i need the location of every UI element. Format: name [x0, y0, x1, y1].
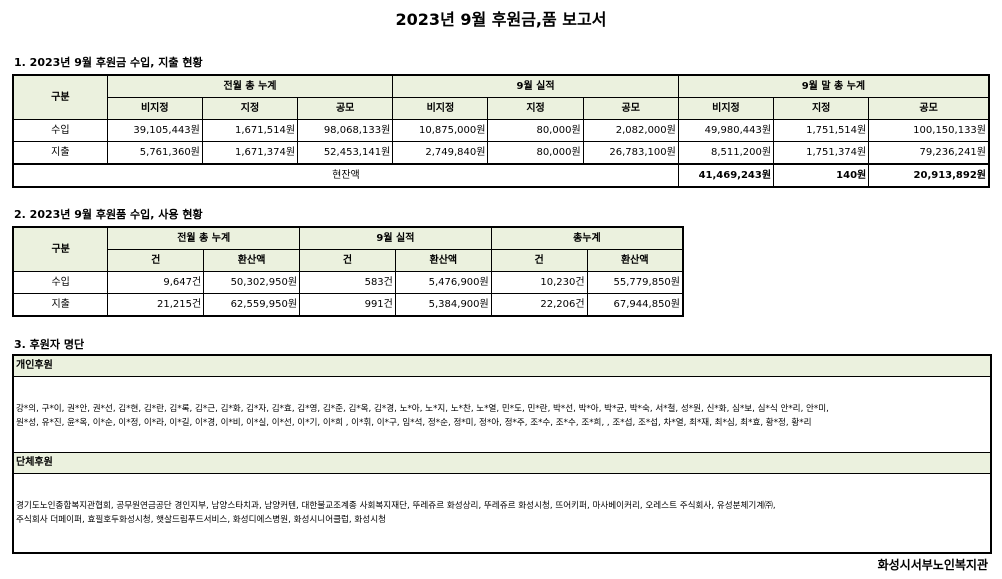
sub-header: 공모: [582, 97, 679, 120]
group-donors-header: 단체후원: [14, 452, 990, 474]
cell-value: 21,215건: [107, 293, 205, 317]
report-title: 2023년 9월 후원금,품 보고서: [395, 10, 607, 29]
cell-value: 67,944,850원: [586, 293, 684, 317]
table-row: 수입 9,647건 50,302,950원 583건 5,476,900원 10…: [12, 271, 684, 294]
cell-value: 1,751,514원: [773, 119, 870, 142]
cell-value: 10,875,000원: [392, 119, 489, 142]
sub-header: 비지정: [392, 97, 489, 120]
sub-header: 지정: [773, 97, 870, 120]
sub-header: 환산액: [394, 249, 492, 272]
balance-row: 현잔액 41,469,243원 140원 20,913,892원: [12, 163, 990, 188]
balance-value: 41,469,243원: [677, 163, 775, 188]
cell-value: 80,000원: [487, 141, 584, 165]
group-label-header: 구분: [12, 226, 109, 272]
cell-value: 8,511,200원: [677, 141, 775, 165]
table-row: 수입 39,105,443원 1,671,514원 98,068,133원 10…: [12, 119, 990, 142]
cell-value: 5,476,900원: [394, 271, 492, 294]
cell-value: 2,749,840원: [392, 141, 489, 165]
cell-value: 39,105,443원: [106, 119, 203, 142]
cell-value: 1,671,514원: [201, 119, 299, 142]
individual-donors-header: 개인후원: [14, 356, 990, 377]
sub-header: 비지정: [106, 97, 203, 120]
group-donors-line: 주식회사 더페이퍼, 효필호두화성시청, 햇살드림푸드서비스, 화성디에스병원,…: [16, 515, 387, 525]
group-header-prev-total: 전월 총 누계: [106, 74, 394, 98]
group-header-end-total: 9월 말 총 누계: [677, 74, 990, 98]
sub-header: 비지정: [677, 97, 775, 120]
cell-value: 583건: [299, 271, 396, 294]
balance-label: 현잔액: [12, 163, 679, 188]
balance-value: 20,913,892원: [868, 163, 990, 188]
row-label: 수입: [12, 119, 108, 142]
row-label: 수입: [12, 271, 109, 294]
cell-value: 991건: [299, 293, 396, 317]
group-header-total: 총누계: [490, 226, 684, 250]
sub-header: 환산액: [586, 249, 684, 272]
group-header-month: 9월 실적: [299, 226, 492, 250]
organization-name: 화성시서부노인복지관: [877, 558, 988, 572]
individual-donors-line: 원*성, 유*진, 윤*옥, 이*순, 이*정, 이*라, 이*길, 이*경, …: [16, 418, 812, 428]
table-row: 지출 21,215건 62,559,950원 991건 5,384,900원 2…: [12, 293, 684, 317]
row-label: 지출: [12, 141, 108, 165]
cell-value: 10,230건: [490, 271, 588, 294]
cell-value: 98,068,133원: [297, 119, 394, 142]
individual-donors-line: 강*의, 구*이, 권*안, 권*선, 김*현, 김*란, 김*록, 김*근, …: [16, 404, 829, 414]
group-donors-line: 경기도노인종합복지관협회, 공무원연금공단 경인지부, 남양스타치과, 남양커텐…: [16, 501, 776, 511]
row-label: 지출: [12, 293, 109, 317]
donation-money-table: 구분 전월 총 누계 9월 실적 9월 말 총 누계 비지정 지정 공모 비지정…: [12, 74, 990, 188]
cell-value: 5,384,900원: [394, 293, 492, 317]
group-label-header: 구분: [12, 74, 108, 120]
donation-goods-table: 구분 전월 총 누계 9월 실적 총누계 건 환산액 건 환산액 건 환산액 수…: [12, 226, 684, 317]
cell-value: 2,082,000원: [582, 119, 679, 142]
sub-header: 공모: [297, 97, 394, 120]
sub-header: 건: [490, 249, 588, 272]
cell-value: 52,453,141원: [297, 141, 394, 165]
group-header-prev-total: 전월 총 누계: [107, 226, 301, 250]
section2-heading: 2. 2023년 9월 후원품 수입, 사용 현황: [14, 208, 203, 221]
group-header-month: 9월 실적: [392, 74, 679, 98]
individual-donors-box: 개인후원 강*의, 구*이, 권*안, 권*선, 김*현, 김*란, 김*록, …: [12, 354, 992, 456]
section3-heading: 3. 후원자 명단: [14, 338, 85, 351]
section1-heading: 1. 2023년 9월 후원금 수입, 지출 현황: [14, 56, 203, 69]
cell-value: 55,779,850원: [586, 271, 684, 294]
cell-value: 49,980,443원: [677, 119, 775, 142]
cell-value: 62,559,950원: [203, 293, 301, 317]
table-row: 지출 5,761,360원 1,671,374원 52,453,141원 2,7…: [12, 141, 990, 165]
cell-value: 1,671,374원: [201, 141, 299, 165]
cell-value: 22,206건: [490, 293, 588, 317]
balance-value: 140원: [773, 163, 870, 188]
cell-value: 100,150,133원: [868, 119, 990, 142]
cell-value: 26,783,100원: [582, 141, 679, 165]
sub-header: 지정: [487, 97, 584, 120]
sub-header: 환산액: [203, 249, 301, 272]
sub-header: 지정: [201, 97, 299, 120]
cell-value: 9,647건: [107, 271, 205, 294]
sub-header: 건: [107, 249, 205, 272]
cell-value: 80,000원: [487, 119, 584, 142]
group-donors-box: 단체후원 경기도노인종합복지관협회, 공무원연금공단 경인지부, 남양스타치과,…: [12, 452, 992, 554]
sub-header: 공모: [868, 97, 990, 120]
cell-value: 1,751,374원: [773, 141, 870, 165]
sub-header: 건: [299, 249, 396, 272]
cell-value: 79,236,241원: [868, 141, 990, 165]
cell-value: 5,761,360원: [106, 141, 203, 165]
cell-value: 50,302,950원: [203, 271, 301, 294]
